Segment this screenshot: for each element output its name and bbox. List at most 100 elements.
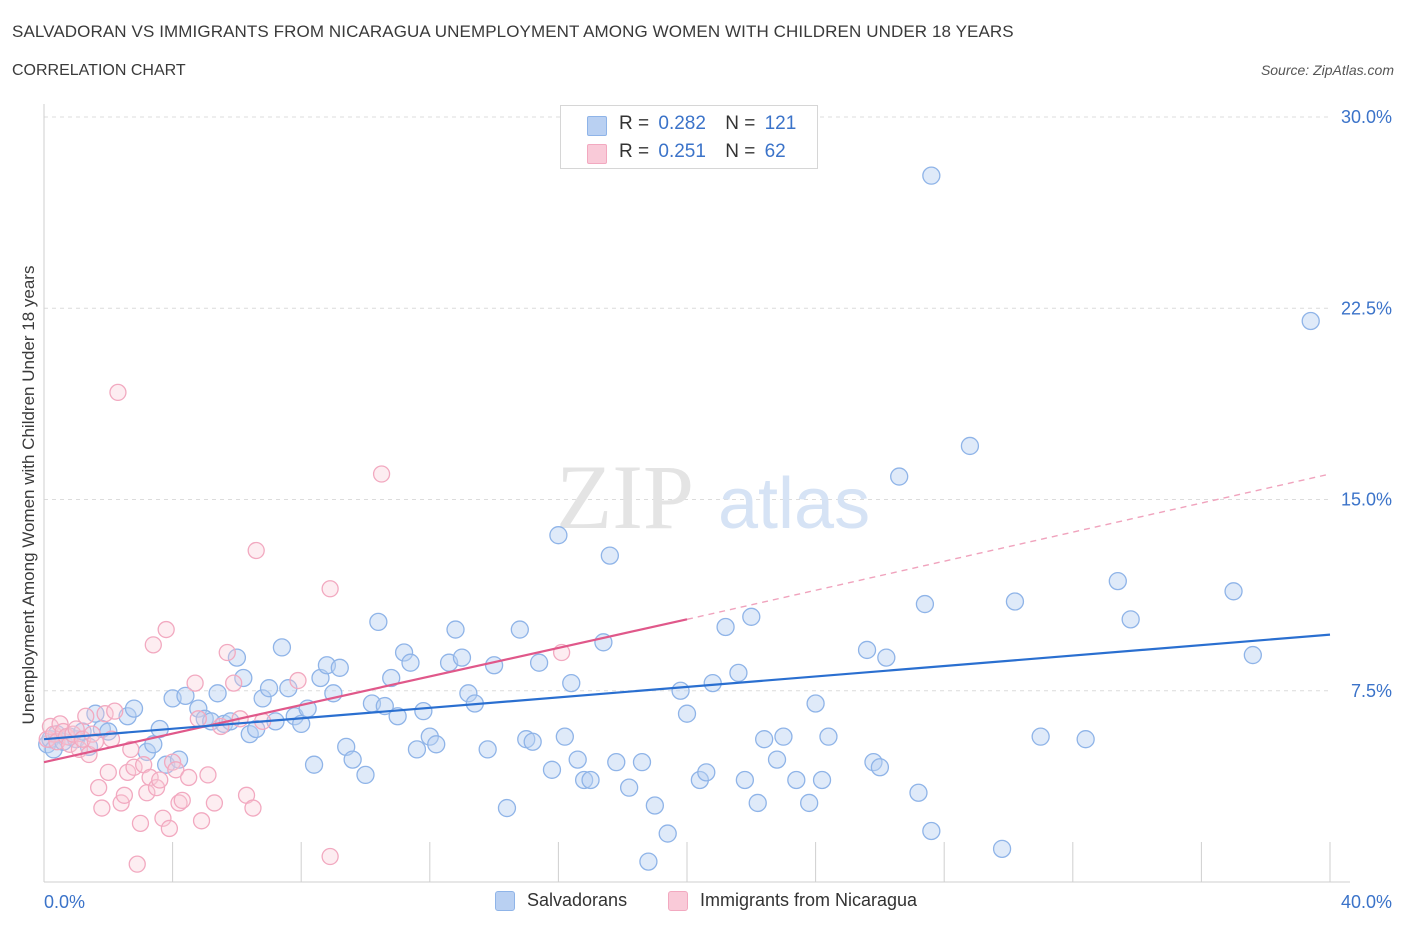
bottom-legend-swatch-salvadorans <box>495 891 515 911</box>
data-point-nicaragua <box>321 847 339 866</box>
data-point-salvadorans <box>992 839 1012 858</box>
data-point-salvadorans <box>459 684 478 703</box>
data-point-salvadorans <box>549 526 568 545</box>
correlation-legend: R = 0.282 N = 121 R = 0.251 N = 62 <box>560 105 818 169</box>
data-point-salvadorans <box>529 653 549 672</box>
data-point-nicaragua <box>167 761 185 779</box>
data-point-salvadorans <box>86 704 105 723</box>
data-point-salvadorans <box>671 681 690 700</box>
legend-n-value: 121 <box>764 113 797 134</box>
data-point-nicaragua <box>218 643 236 662</box>
data-point-salvadorans <box>189 699 208 718</box>
watermark-zip: ZIP <box>556 446 694 548</box>
data-point-salvadorans <box>812 770 832 790</box>
legend-r-value: 0.282 <box>658 113 706 134</box>
data-point-salvadorans <box>144 735 163 754</box>
y-tick-label: 30.0% <box>1341 107 1392 127</box>
data-point-salvadorans <box>960 436 980 456</box>
data-point-salvadorans <box>330 658 349 677</box>
data-point-salvadorans <box>639 852 658 871</box>
data-point-salvadorans <box>124 699 144 718</box>
data-point-salvadorans <box>497 798 517 818</box>
data-point-salvadorans <box>735 770 755 790</box>
data-point-salvadorans <box>857 640 877 660</box>
data-point-salvadorans <box>697 763 716 782</box>
y-tick-label: 22.5% <box>1341 298 1392 318</box>
data-point-salvadorans <box>510 620 529 639</box>
y-tick-label: 7.5% <box>1351 681 1392 701</box>
chart-subtitle: CORRELATION CHART <box>12 62 186 79</box>
data-point-nicaragua <box>151 771 169 789</box>
data-point-salvadorans <box>819 727 838 746</box>
grid-lines <box>44 116 1330 692</box>
data-point-salvadorans <box>562 673 581 693</box>
data-point-salvadorans <box>542 760 562 779</box>
data-point-nicaragua <box>77 707 95 725</box>
data-point-salvadorans <box>703 673 722 693</box>
source-label: Source: ZipAtlas.com <box>1260 62 1394 78</box>
data-point-salvadorans <box>890 467 909 486</box>
data-point-salvadorans <box>176 686 195 705</box>
data-point-salvadorans <box>369 612 388 632</box>
data-point-salvadorans <box>343 750 362 769</box>
data-point-salvadorans <box>800 793 819 813</box>
data-point-salvadorans <box>227 648 247 667</box>
data-point-salvadorans <box>208 684 227 703</box>
data-point-salvadorans <box>915 594 935 614</box>
data-point-nicaragua <box>205 794 224 812</box>
series-salvadorans <box>38 166 1320 871</box>
data-point-nicaragua <box>189 710 207 728</box>
data-point-salvadorans <box>909 783 928 802</box>
data-point-salvadorans <box>356 765 375 785</box>
data-point-salvadorans <box>581 770 600 790</box>
data-point-salvadorans <box>414 702 433 721</box>
data-point-nicaragua <box>199 766 217 784</box>
data-point-nicaragua <box>106 702 124 720</box>
data-point-nicaragua <box>99 763 117 781</box>
data-point-salvadorans <box>677 704 697 723</box>
data-point-salvadorans <box>922 166 941 185</box>
watermark-atlas: atlas <box>718 464 870 544</box>
chart-title: SALVADORAN VS IMMIGRANTS FROM NICARAGUA … <box>12 22 1014 41</box>
data-point-nicaragua <box>109 383 127 402</box>
trend-line-salvadorans <box>43 633 1331 741</box>
data-point-nicaragua <box>247 541 265 560</box>
data-point-nicaragua <box>90 779 108 797</box>
data-point-salvadorans <box>452 648 472 667</box>
data-point-salvadorans <box>382 668 401 688</box>
data-point-nicaragua <box>321 580 339 598</box>
data-point-salvadorans <box>1005 592 1025 611</box>
data-point-salvadorans <box>427 735 446 754</box>
data-point-nicaragua <box>122 740 140 759</box>
data-point-nicaragua <box>225 674 243 692</box>
data-point-salvadorans <box>407 740 427 759</box>
trend-line-nicaragua <box>43 618 688 764</box>
data-point-salvadorans <box>1108 571 1127 591</box>
trend-lines <box>43 473 1331 764</box>
data-point-nicaragua <box>115 786 134 804</box>
legend-n-value: 62 <box>764 141 786 162</box>
data-point-salvadorans <box>253 689 272 708</box>
series-nicaragua <box>38 383 571 873</box>
data-point-salvadorans <box>446 620 465 639</box>
tick-labels: 7.5% 15.0% 22.5% 30.0% 0.0% 40.0% <box>44 107 1392 912</box>
data-point-nicaragua <box>192 812 211 830</box>
data-point-salvadorans <box>304 755 324 774</box>
data-point-salvadorans <box>787 770 806 790</box>
watermark: ZIP atlas <box>556 446 870 548</box>
data-point-salvadorans <box>272 638 292 657</box>
legend-n-label: N = <box>725 141 756 162</box>
data-point-nicaragua <box>170 794 188 812</box>
legend-swatch-salvadorans <box>587 116 607 136</box>
y-axis-label: Unemployment Among Women with Children U… <box>19 266 38 725</box>
data-point-salvadorans <box>1031 727 1050 746</box>
data-point-salvadorans <box>619 778 639 797</box>
data-point-salvadorans <box>484 656 504 675</box>
data-point-nicaragua <box>144 636 162 654</box>
data-point-salvadorans <box>716 617 735 637</box>
data-point-nicaragua <box>186 674 204 692</box>
data-point-salvadorans <box>922 821 941 841</box>
data-point-salvadorans <box>1301 311 1320 331</box>
data-point-salvadorans <box>555 727 574 746</box>
axes <box>43 104 1350 883</box>
